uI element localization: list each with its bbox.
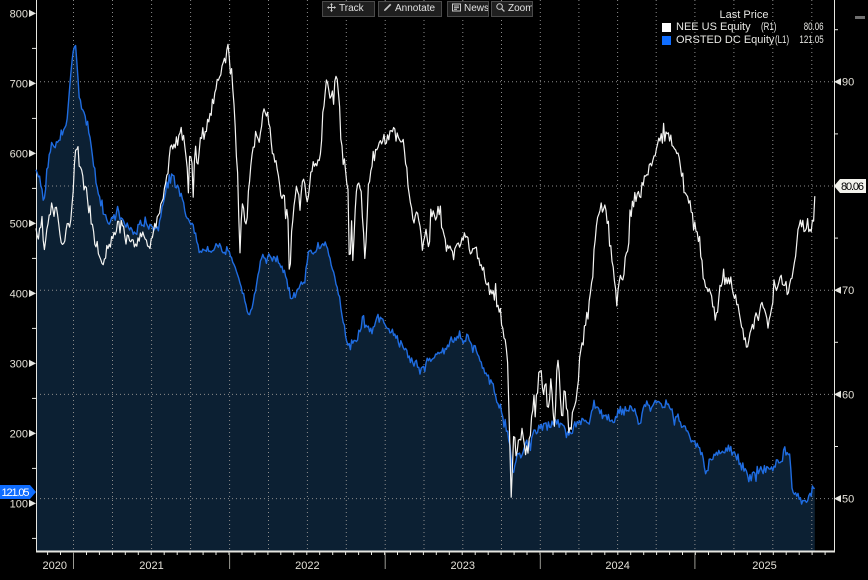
svg-text:100: 100 [10,498,28,510]
svg-text:400: 400 [10,288,28,300]
svg-text:90: 90 [842,77,854,89]
svg-text:2025: 2025 [752,560,776,572]
svg-text:800: 800 [10,8,28,20]
svg-text:600: 600 [10,148,28,160]
svg-text:50: 50 [842,494,854,506]
svg-text:200: 200 [10,428,28,440]
svg-text:2023: 2023 [451,560,475,572]
svg-text:300: 300 [10,358,28,370]
svg-text:70: 70 [842,285,854,297]
svg-text:2021: 2021 [139,560,163,572]
svg-text:121.05: 121.05 [2,487,30,499]
svg-text:80.06: 80.06 [841,181,864,193]
svg-text:60: 60 [842,389,854,401]
svg-text:500: 500 [10,218,28,230]
svg-text:2022: 2022 [295,560,319,572]
svg-text:2020: 2020 [43,560,67,572]
svg-text:700: 700 [10,78,28,90]
svg-text:2024: 2024 [605,560,629,572]
